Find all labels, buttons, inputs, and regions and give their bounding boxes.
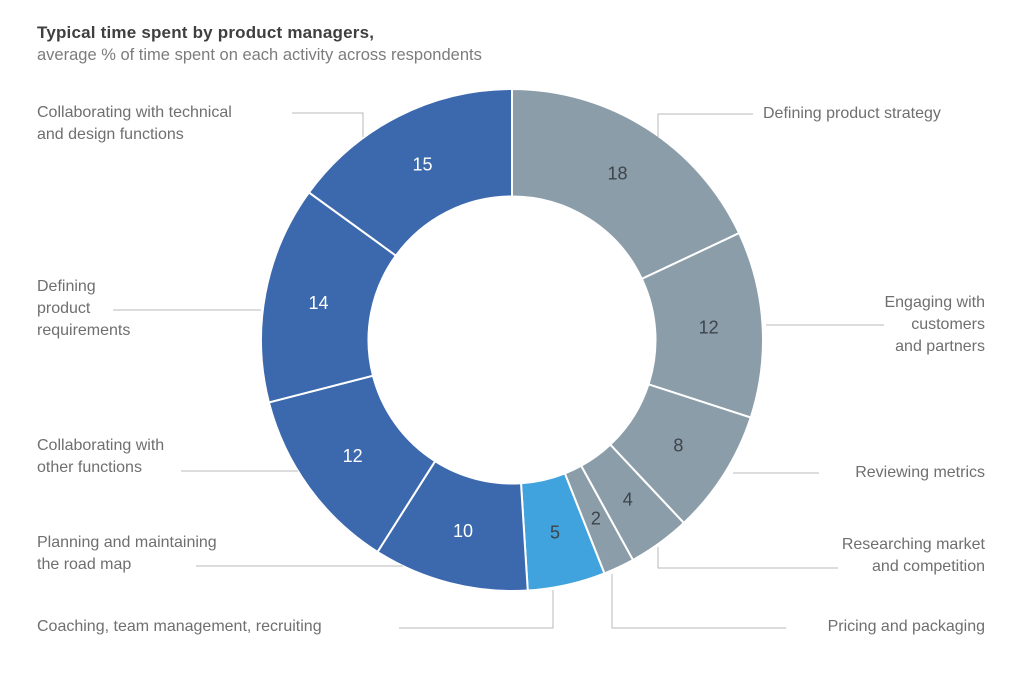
segment-label-reviewing-metrics: Reviewing metrics — [855, 462, 985, 484]
segment-label-line: Researching market — [841, 536, 985, 553]
segment-label-line: the road map — [37, 556, 132, 573]
segment-label-coaching-team-management-recruiting: Coaching, team management, recruiting — [37, 616, 322, 638]
value-label-engaging-with-customers-and-partners: 12 — [699, 318, 719, 338]
callout-line-collaborating-with-technical-and-design-functions — [292, 112, 364, 137]
callout-line-coaching-team-management-recruiting — [399, 590, 554, 629]
title-block: Typical time spent by product managers, … — [37, 21, 482, 67]
segment-label-line: customers — [911, 316, 985, 333]
segment-label-line: Pricing and packaging — [827, 618, 985, 635]
segment-label-line: Coaching, team management, recruiting — [37, 618, 322, 635]
segment-label-pricing-and-packaging: Pricing and packaging — [828, 616, 985, 638]
value-label-researching-market-and-competition: 4 — [623, 489, 633, 509]
segment-label-line: requirements — [37, 322, 131, 339]
value-label-collaborating-with-other-functions: 12 — [343, 446, 363, 466]
segment-label-line: Collaborating with — [37, 437, 165, 454]
segment-label-defining-product-requirements: Defining product requirements — [37, 276, 130, 342]
segment-label-line: Collaborating with technical — [37, 104, 232, 121]
segment-label-line: Engaging with — [884, 294, 985, 311]
segment-label-collaborating-with-other-functions: Collaborating with other functions — [37, 435, 164, 479]
value-label-reviewing-metrics: 8 — [673, 436, 683, 456]
segment-label-planning-and-maintaining-the-road-map: Planning and maintaining the road map — [37, 532, 217, 576]
segment-label-line: and competition — [872, 558, 985, 575]
value-label-pricing-and-packaging: 2 — [591, 508, 601, 528]
callout-line-pricing-and-packaging — [611, 574, 786, 629]
segment-label-engaging-with-customers-and-partners: Engaging with customers and partners — [884, 292, 985, 358]
segment-collaborating-with-technical-and-design-functions — [307, 87, 513, 258]
segment-label-defining-product-strategy: Defining product strategy — [763, 103, 941, 125]
segment-label-line: Defining product strategy — [763, 105, 941, 122]
chart-subtitle: average % of time spent on each activity… — [37, 46, 482, 64]
value-label-defining-product-strategy: 18 — [608, 164, 628, 184]
segment-label-line: Reviewing metrics — [855, 464, 985, 481]
segment-label-line: and design functions — [37, 126, 184, 143]
segment-label-collaborating-with-technical-and-design-functions: Collaborating with technical and design f… — [37, 102, 232, 146]
segment-label-line: Planning and maintaining — [37, 534, 217, 551]
value-label-coaching-team-management-recruiting: 5 — [550, 522, 560, 542]
segment-label-line: and partners — [895, 338, 985, 355]
segment-label-line: Defining — [37, 278, 96, 295]
value-label-defining-product-requirements: 14 — [308, 293, 328, 313]
segment-label-line: other functions — [37, 459, 142, 476]
callout-line-defining-product-strategy — [657, 113, 753, 137]
value-label-collaborating-with-technical-and-design-functions: 15 — [413, 154, 433, 174]
callout-line-researching-market-and-competition — [657, 547, 838, 569]
segment-label-researching-market-and-competition: Researching market and competition — [842, 534, 985, 578]
segment-label-line: product — [37, 300, 91, 317]
chart-title: Typical time spent by product managers, — [37, 23, 375, 42]
value-label-planning-and-maintaining-the-road-map: 10 — [453, 521, 473, 541]
segment-defining-product-strategy — [511, 87, 741, 281]
